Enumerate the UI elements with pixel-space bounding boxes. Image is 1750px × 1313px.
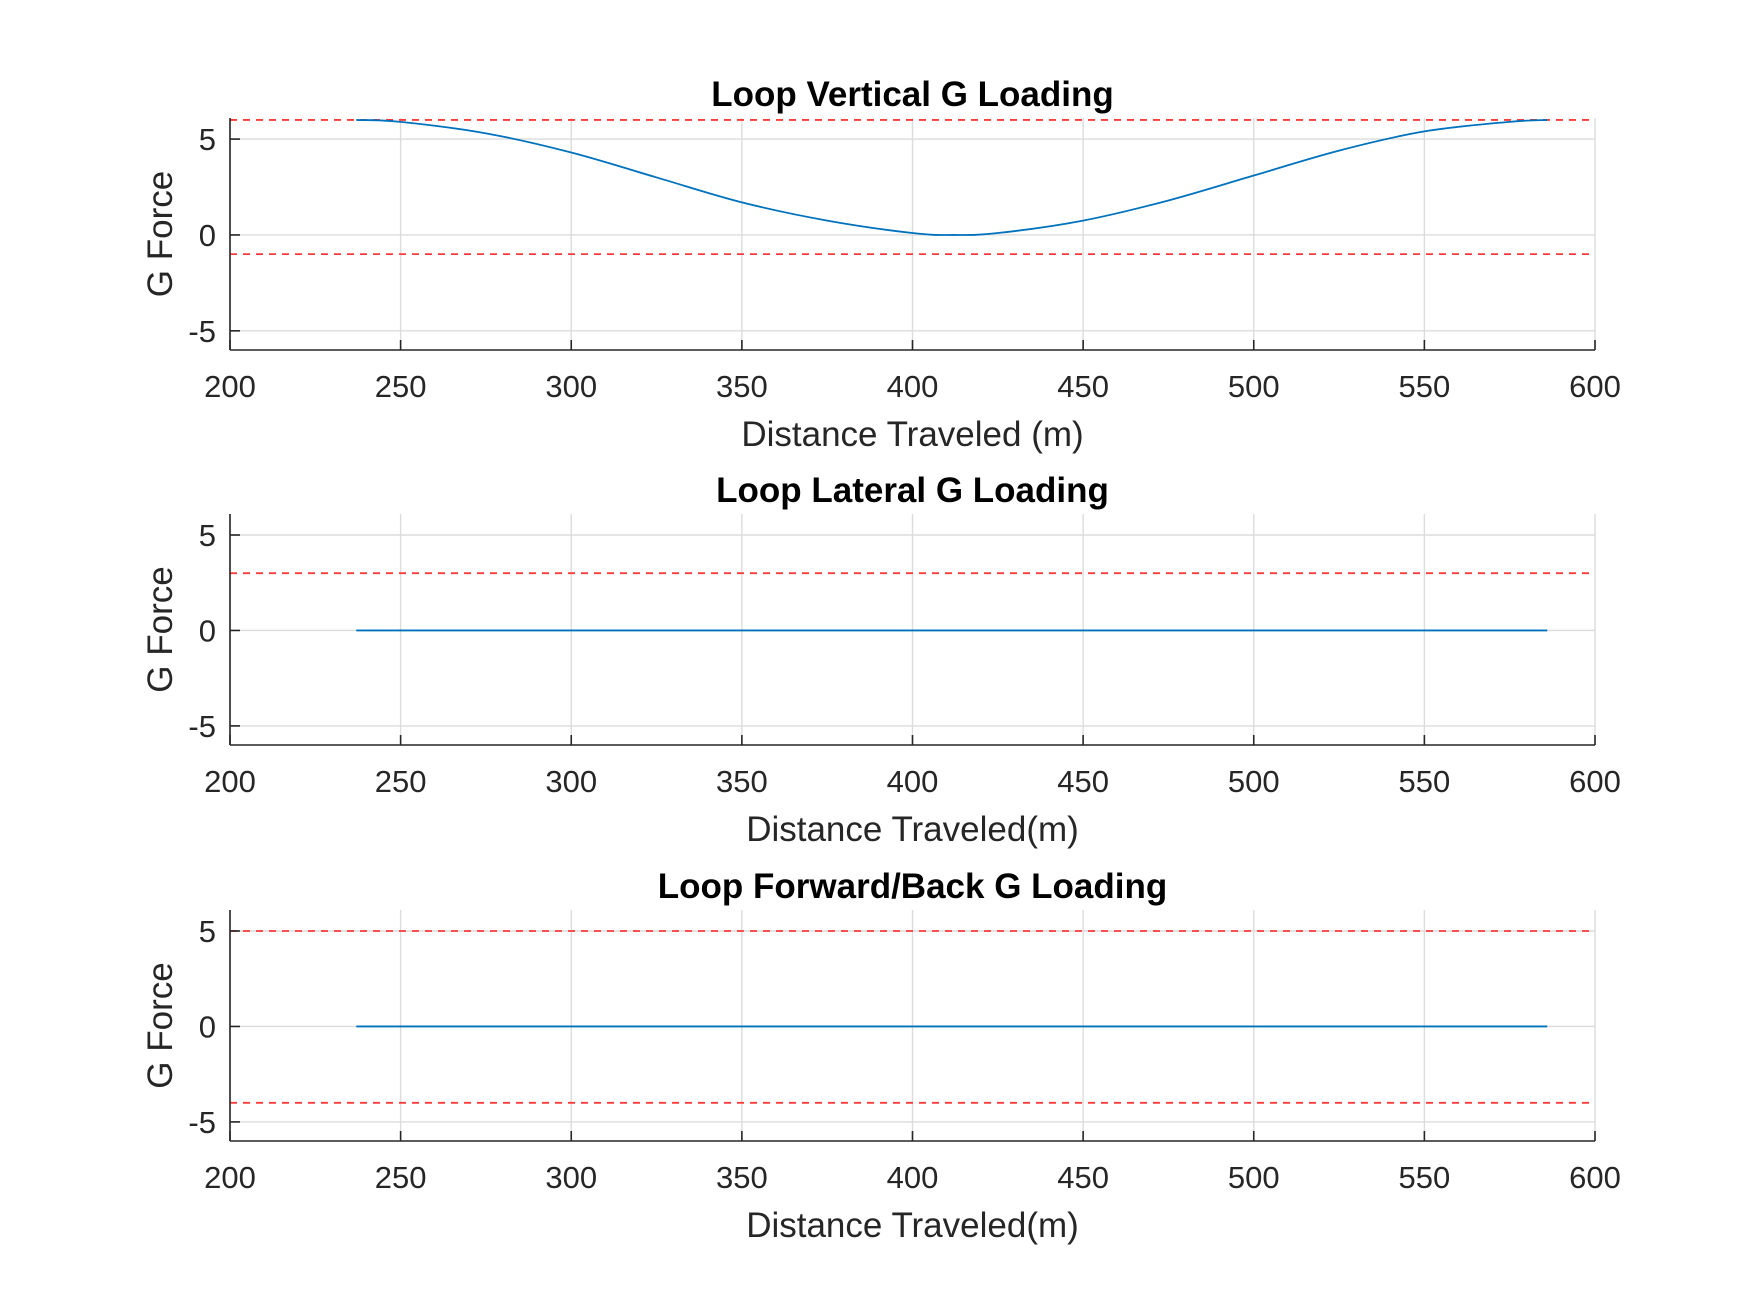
- x-tick-label: 550: [1399, 764, 1451, 799]
- series-line: [356, 119, 1548, 236]
- y-tick-label: 0: [199, 613, 216, 648]
- x-tick-label: 200: [204, 764, 256, 799]
- x-tick-label: 500: [1228, 1160, 1280, 1195]
- x-tick-label: 250: [375, 369, 427, 404]
- y-tick-label: -5: [188, 709, 216, 744]
- y-tick-label: -5: [188, 1105, 216, 1140]
- y-tick-label: 5: [199, 518, 216, 553]
- x-tick-label: 550: [1399, 369, 1451, 404]
- y-tick-label: -5: [188, 314, 216, 349]
- y-axis-label: G Force: [141, 171, 180, 297]
- x-tick-label: 450: [1057, 764, 1109, 799]
- x-tick-label: 550: [1399, 1160, 1451, 1195]
- subplot-2: 200 250 300 350 400 450 500 550 600 -5 0 5 Loop Late…: [141, 471, 1621, 849]
- x-tick-label: 250: [375, 764, 427, 799]
- x-tick-label: 350: [716, 1160, 768, 1195]
- x-axis-label: Distance Traveled(m): [746, 1206, 1079, 1245]
- y-tick-label: 5: [199, 122, 216, 157]
- x-tick-label: 400: [887, 764, 939, 799]
- x-tick-label: 600: [1569, 369, 1621, 404]
- x-tick-label: 400: [887, 369, 939, 404]
- chart-title: Loop Vertical G Loading: [711, 75, 1114, 114]
- x-axis-label: Distance Traveled(m): [746, 810, 1079, 849]
- y-tick-label: 0: [199, 1009, 216, 1044]
- x-tick-label: 500: [1228, 369, 1280, 404]
- x-tick-label: 600: [1569, 764, 1621, 799]
- x-tick-label: 350: [716, 369, 768, 404]
- y-axis-label: G Force: [141, 962, 180, 1088]
- subplot-1: 200 250 300 350 400 450 500 550 600 -5 0 5 Loop Vert…: [141, 75, 1621, 454]
- x-tick-label: 600: [1569, 1160, 1621, 1195]
- chart-title: Loop Forward/Back G Loading: [658, 867, 1167, 906]
- y-tick-label: 0: [199, 218, 216, 253]
- subplot-3: 200 250 300 350 400 450 500 550 600 -5 0 5 Loop Forw…: [141, 867, 1621, 1245]
- chart-title: Loop Lateral G Loading: [716, 471, 1109, 510]
- x-tick-label: 300: [545, 1160, 597, 1195]
- x-tick-label: 350: [716, 764, 768, 799]
- x-tick-label: 200: [204, 369, 256, 404]
- x-tick-label: 400: [887, 1160, 939, 1195]
- x-tick-label: 450: [1057, 369, 1109, 404]
- x-tick-label: 250: [375, 1160, 427, 1195]
- x-tick-label: 300: [545, 764, 597, 799]
- x-tick-label: 500: [1228, 764, 1280, 799]
- x-tick-label: 450: [1057, 1160, 1109, 1195]
- x-tick-label: 300: [545, 369, 597, 404]
- x-tick-label: 200: [204, 1160, 256, 1195]
- y-axis-label: G Force: [141, 566, 180, 692]
- x-axis-label: Distance Traveled (m): [741, 415, 1083, 454]
- y-tick-label: 5: [199, 914, 216, 949]
